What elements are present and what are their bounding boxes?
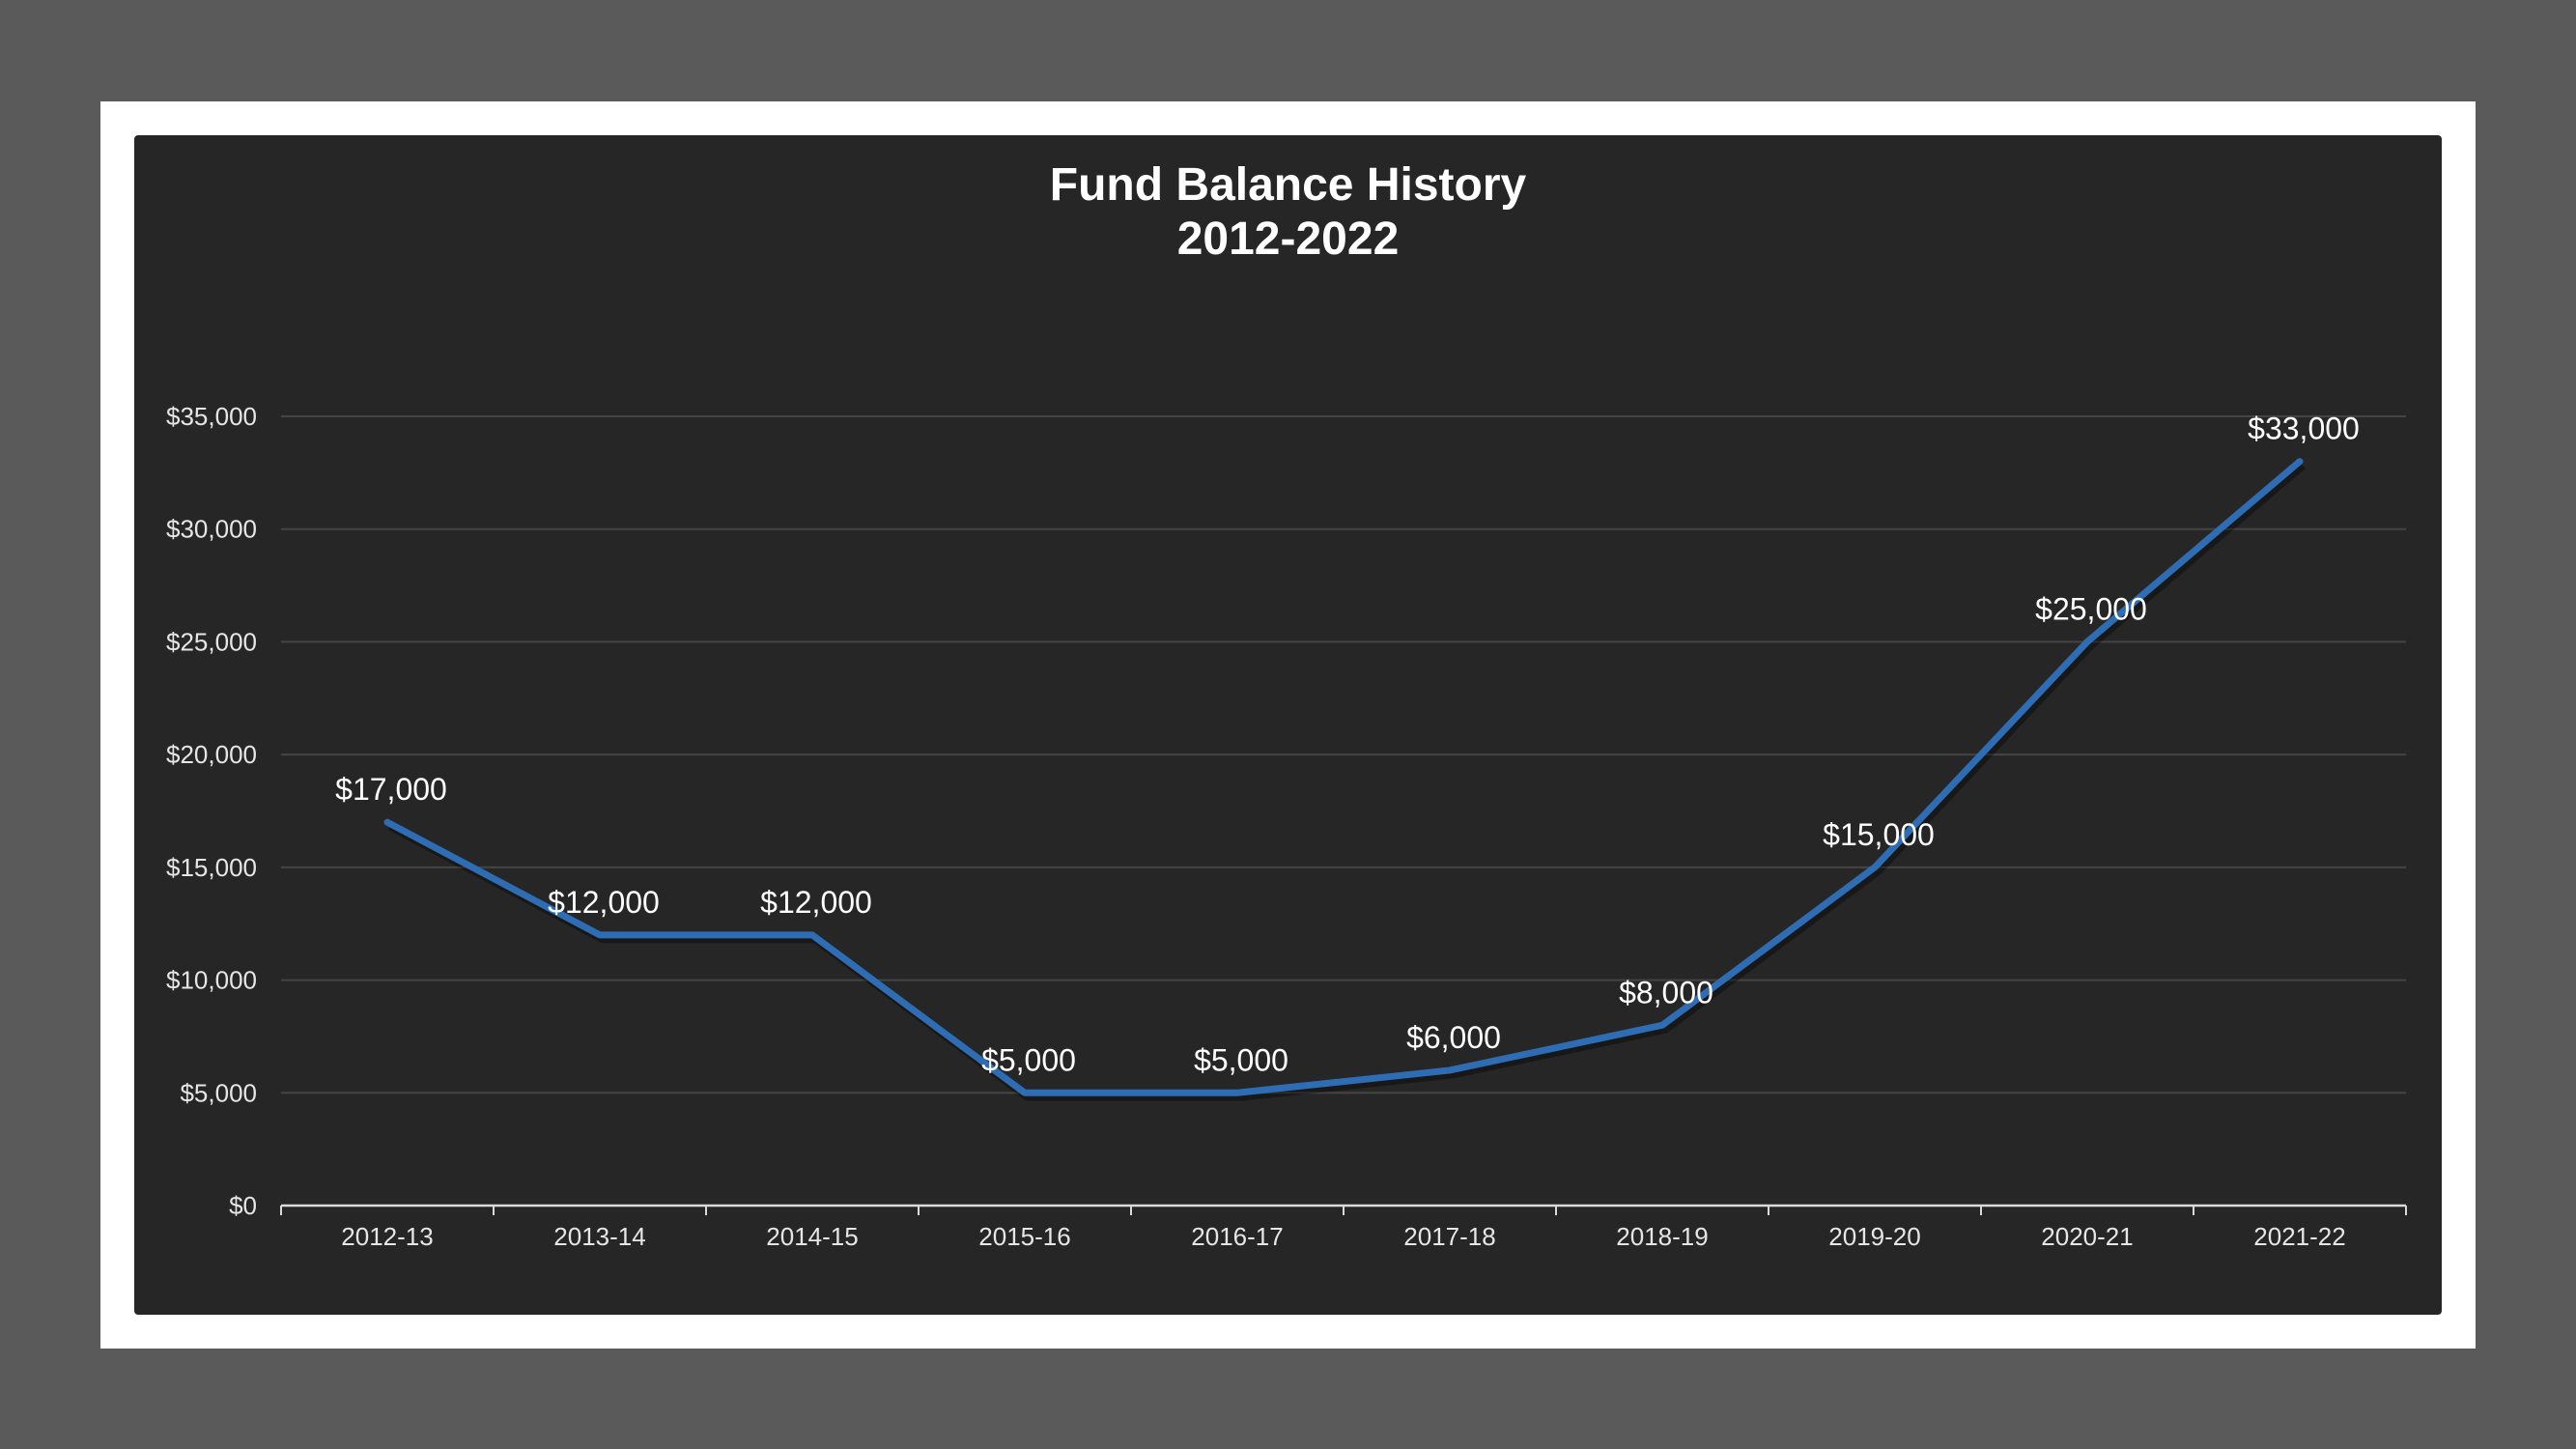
data-label: $25,000 — [2035, 591, 2147, 626]
y-tick-label: $5,000 — [180, 1078, 257, 1107]
chart-title: Fund Balance History — [1049, 159, 1527, 211]
data-label: $15,000 — [1823, 817, 1935, 852]
data-label: $17,000 — [335, 772, 447, 807]
data-labels: $17,000 $12,000 $12,000 $5,000 $5,000 $6,000 $… — [335, 412, 2360, 1078]
x-tick-label: 2016-17 — [1191, 1222, 1283, 1251]
x-axis-labels: 2012-13 2013-14 2014-15 2015-16 2016-17 2017-… — [341, 1222, 2345, 1251]
y-tick-label: $20,000 — [166, 740, 257, 769]
y-tick-label: $25,000 — [166, 627, 257, 656]
x-tick-label: 2012-13 — [341, 1222, 433, 1251]
x-tick-label: 2020-21 — [2041, 1222, 2133, 1251]
y-tick-label: $15,000 — [166, 853, 257, 882]
chart-subtitle: 2012-2022 — [1176, 213, 1400, 265]
x-tick-label: 2019-20 — [1828, 1222, 1920, 1251]
series-line — [383, 458, 2304, 1096]
data-label: $6,000 — [1406, 1020, 1501, 1055]
data-label: $5,000 — [1194, 1042, 1288, 1077]
x-tick-label: 2015-16 — [978, 1222, 1070, 1251]
y-axis-labels: $0 $5,000 $10,000 $15,000 $20,000 $25,000 $30,… — [166, 402, 257, 1220]
data-label: $12,000 — [548, 885, 660, 920]
gridlines — [281, 415, 2406, 1094]
data-label: $12,000 — [760, 885, 872, 920]
x-tick-label: 2013-14 — [553, 1222, 645, 1251]
data-series — [383, 458, 2306, 1101]
chart-panel — [134, 135, 2442, 1315]
y-tick-label: $0 — [229, 1191, 257, 1220]
data-label: $33,000 — [2248, 412, 2360, 446]
y-tick-label: $30,000 — [166, 515, 257, 544]
y-tick-label: $10,000 — [166, 966, 257, 995]
data-label: $5,000 — [981, 1042, 1076, 1077]
x-tick-label: 2021-22 — [2253, 1222, 2345, 1251]
x-tick-label: 2014-15 — [766, 1222, 858, 1251]
x-tick-label: 2017-18 — [1403, 1222, 1495, 1251]
x-tick-label: 2018-19 — [1616, 1222, 1708, 1251]
x-axis — [280, 1204, 2407, 1215]
y-tick-label: $35,000 — [166, 402, 257, 431]
data-label: $8,000 — [1619, 975, 1713, 1009]
series-line-shadow — [387, 462, 2306, 1101]
